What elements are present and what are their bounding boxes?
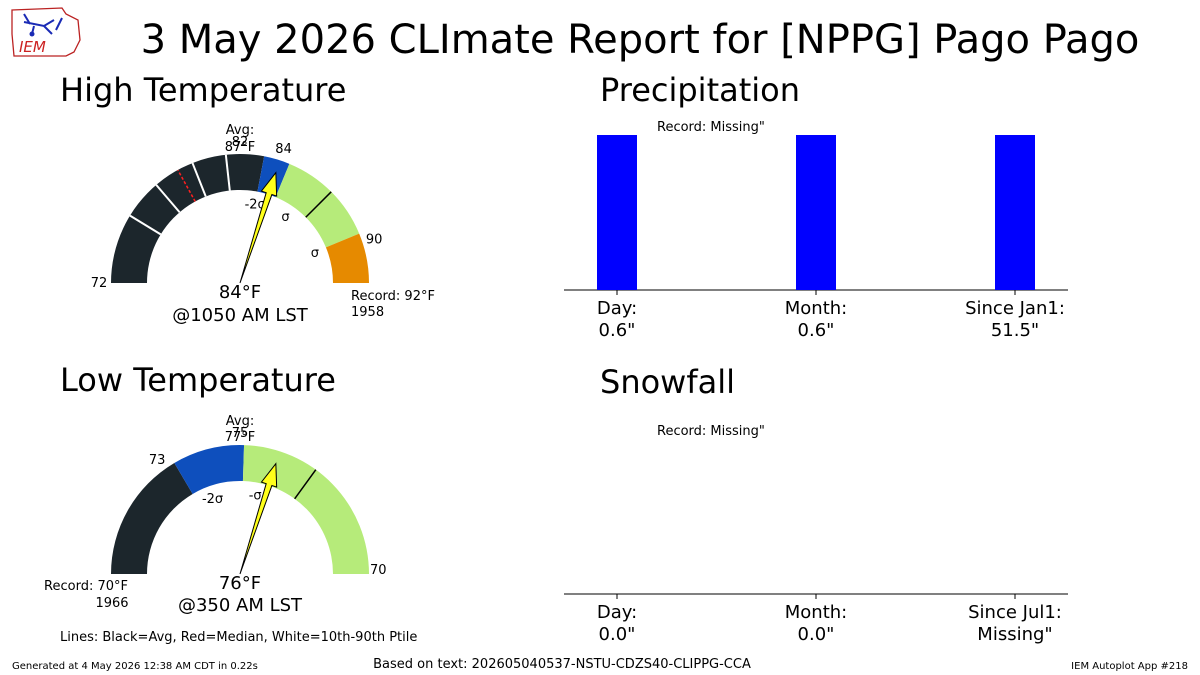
iem-logo-text: IEM: [19, 38, 46, 56]
low-avg-value: 77°F: [225, 430, 256, 445]
category-label: Month:: [785, 602, 847, 623]
percentile-line: [224, 154, 231, 191]
bar: [597, 135, 637, 290]
low-avg-label: Avg:: [226, 414, 254, 429]
category-label: Since Jul1:: [968, 602, 1062, 623]
snowfall-record-text: Record: Missing": [657, 424, 765, 439]
high-record-label: Record: 92°F: [351, 289, 435, 304]
percentile-line: [155, 184, 181, 213]
sigma-label: -σ: [249, 488, 262, 503]
category-label: Day:: [597, 602, 637, 623]
value-label: 0.0": [599, 624, 636, 645]
category-label: Day:: [597, 298, 637, 319]
sigma-label: σ: [281, 210, 289, 225]
average-line: [294, 469, 317, 500]
low-temp-title: Low Temperature: [60, 361, 336, 399]
low-time-label: @350 AM LST: [178, 595, 303, 616]
precip-bars: Day:0.6"Month:0.6"Since Jan1:51.5": [564, 135, 1068, 341]
precip-record-text: Record: Missing": [657, 120, 765, 135]
precip-title: Precipitation: [600, 71, 800, 109]
footer-app: IEM Autoplot App #218: [1071, 661, 1188, 672]
high-avg-value: 87°F: [225, 140, 256, 155]
low-value-label: 76°F: [219, 573, 261, 594]
gauge-band-below-2sigma: [111, 462, 193, 574]
median-line: [177, 169, 196, 202]
high-avg-label: Avg:: [226, 123, 254, 138]
sigma-label: -2σ: [202, 492, 223, 507]
percentile-line: [129, 214, 162, 236]
gauge-tick-label: 84: [275, 142, 292, 157]
iem-logo: IEM: [11, 7, 81, 57]
gauge-tick-label: 72: [91, 276, 108, 291]
footer-source: Based on text: 202605040537-NSTU-CDZS40-…: [373, 657, 751, 672]
bar: [796, 135, 836, 290]
low-max-label: 70: [370, 563, 387, 578]
high-temp-gauge: 72 82 84 90 -2σ σ σ: [91, 135, 383, 291]
page-title: 3 May 2026 CLImate Report for [NPPG] Pag…: [141, 17, 1140, 63]
percentile-line: [191, 162, 207, 197]
value-label: 0.0": [798, 624, 835, 645]
low-temp-gauge: 73 75 -2σ -σ: [111, 426, 369, 575]
gauge-band-below-2sigma: [111, 154, 265, 283]
value-label: Missing": [977, 624, 1052, 645]
high-temp-title: High Temperature: [60, 71, 346, 109]
gauge-tick-label: 82: [232, 135, 249, 150]
bar: [995, 135, 1035, 290]
gauge-band-minus-sigma: [174, 445, 245, 494]
high-record-year: 1958: [351, 305, 384, 320]
gauge-needle: [239, 171, 278, 284]
gauge-band-plus-sigma: [325, 233, 369, 283]
gauge-tick-label: 75: [232, 426, 249, 441]
high-time-label: @1050 AM LST: [172, 305, 309, 326]
value-label: 0.6": [599, 320, 636, 341]
sigma-label: σ: [311, 246, 319, 261]
gauge-needle: [239, 462, 278, 575]
lines-legend-note: Lines: Black=Avg, Red=Median, White=10th…: [60, 630, 417, 645]
low-record-year: 1966: [95, 596, 128, 611]
sigma-label: -2σ: [245, 197, 266, 212]
footer-generated: Generated at 4 May 2026 12:38 AM CDT in …: [12, 661, 258, 672]
value-label: 51.5": [991, 320, 1039, 341]
gauge-tick-label: 73: [149, 453, 166, 468]
value-label: 0.6": [798, 320, 835, 341]
average-line: [305, 191, 332, 218]
high-value-label: 84°F: [219, 282, 261, 303]
category-label: Since Jan1:: [965, 298, 1065, 319]
category-label: Month:: [785, 298, 847, 319]
low-record-label: Record: 70°F: [44, 579, 128, 594]
gauge-tick-label: 90: [366, 232, 383, 247]
snowfall-bars: Day:0.0"Month:0.0"Since Jul1:Missing": [564, 593, 1068, 645]
snowfall-title: Snowfall: [600, 363, 735, 401]
